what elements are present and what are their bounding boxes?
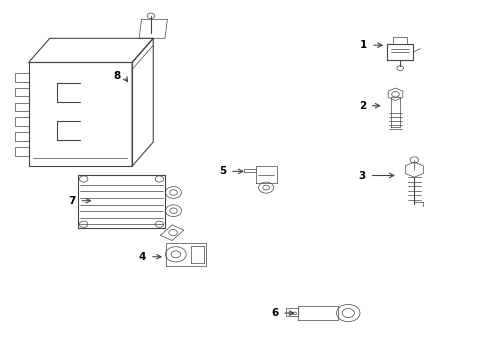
Text: 2: 2 bbox=[359, 101, 366, 111]
Text: 5: 5 bbox=[219, 166, 226, 176]
Text: 3: 3 bbox=[359, 171, 366, 180]
Text: 4: 4 bbox=[139, 252, 146, 262]
Text: 7: 7 bbox=[68, 196, 75, 206]
Text: 6: 6 bbox=[271, 308, 278, 318]
Text: 1: 1 bbox=[360, 40, 368, 50]
Text: 8: 8 bbox=[113, 71, 121, 81]
